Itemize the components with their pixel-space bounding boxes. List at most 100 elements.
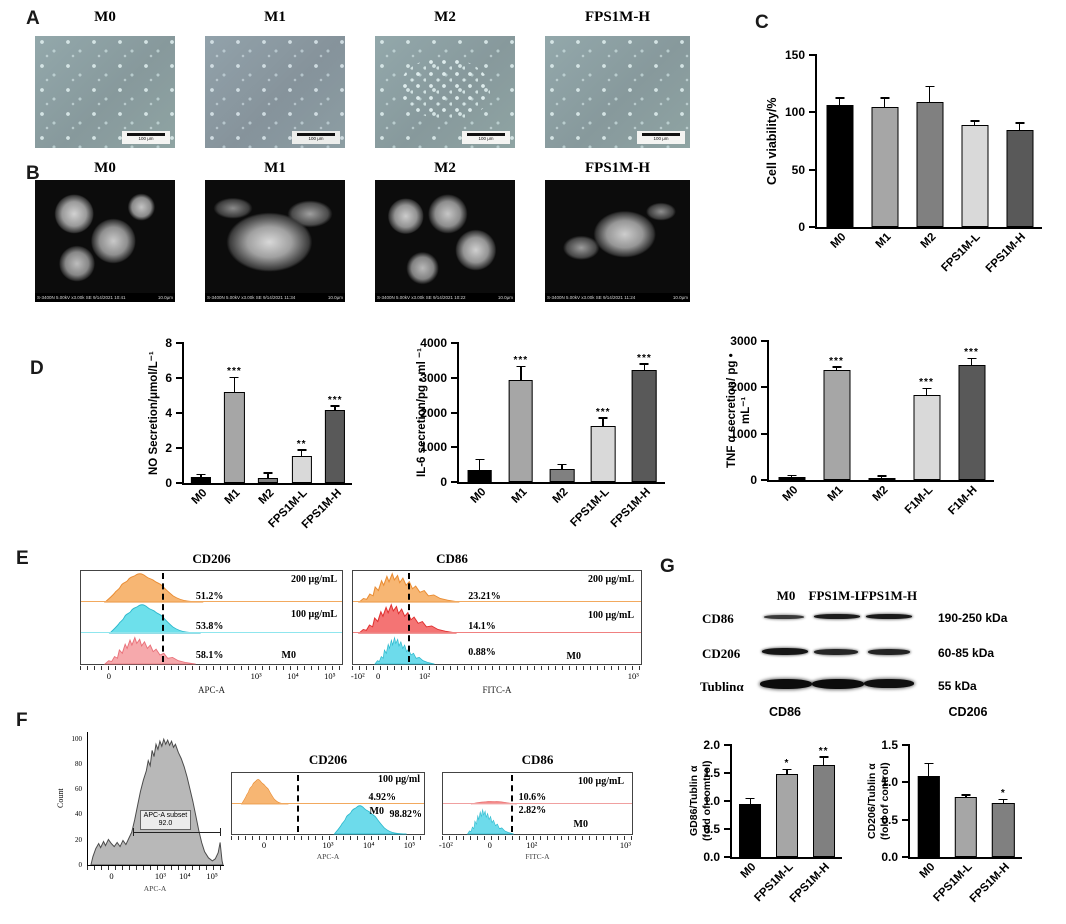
error-bar: [925, 389, 928, 395]
error-bar-cap: [196, 473, 206, 476]
plot-area: 0.0 0.5 1.0 1.5 2.0 M0 * FPS1M-L ** FPS1M-H: [703, 738, 842, 905]
x-tick-label: FPS1M-H: [967, 861, 1012, 906]
error-bar: [822, 757, 825, 765]
bar: [257, 478, 279, 483]
y-tick-label: 0: [440, 475, 447, 489]
error-bar-cap: [967, 357, 976, 360]
x-tick-label: FPS1M-H: [608, 486, 653, 531]
bar-slot: *** M1: [218, 343, 252, 507]
y-tick-label: 1000: [420, 440, 447, 455]
micrograph-fps1m-h: 100 μm: [545, 36, 690, 148]
error-bar-cap: [877, 475, 886, 477]
significance-stars: **: [818, 745, 829, 757]
sem-image-m1: S-3400N 5.00kV x3.00k SE 9/14/2021 11:34…: [205, 180, 345, 302]
x-tick-label: M0: [468, 486, 489, 506]
bar: [632, 369, 657, 482]
y-tick-label: 1.5: [881, 738, 898, 752]
percent-label: 2.82%: [518, 804, 547, 816]
flow-title-cd86: CD86: [436, 551, 468, 566]
y-tick-label: 3000: [420, 370, 447, 385]
significance-stars: ***: [595, 406, 611, 418]
bar-slot: ** FPS1M-H: [788, 745, 842, 905]
axis-tick-label: 10³: [627, 671, 639, 681]
blot-band-row-tublin: [760, 676, 920, 692]
row-baseline: [232, 802, 424, 804]
column-header: M1: [264, 9, 286, 25]
significance-stars: *: [784, 758, 790, 770]
x-tick-label: M1: [873, 231, 893, 251]
axis-tick-label: 10³: [250, 671, 262, 681]
y-tick-label: 4000: [420, 336, 447, 350]
sem-cells: [205, 180, 345, 293]
x-axis-label: APC-A: [316, 852, 340, 861]
error-bar: [970, 359, 973, 366]
error-bar: [478, 460, 481, 470]
error-bar: [835, 367, 838, 370]
error-bar-cap: [475, 458, 485, 461]
panel-label-a: A: [26, 8, 40, 29]
percent-label: 10.6%: [518, 791, 547, 803]
axis-tick-label: 0: [375, 671, 381, 681]
error-bar-cap: [835, 97, 844, 99]
row-baseline: [81, 632, 342, 633]
axis-minor-ticks: [80, 666, 343, 670]
flow-title-f-cd86: CD86: [521, 752, 554, 767]
y-tick-label: 6: [165, 371, 172, 385]
plot-area: 0 1000 2000 3000 M0 *** M1 M2 *** F1M-L *** F1M-H: [730, 334, 994, 517]
error-bar: [790, 476, 793, 478]
y-axis-ticks: 0 20 40 60 80 100: [64, 732, 83, 869]
x-tick-label: M1: [509, 486, 530, 506]
bar-slot: FPS1M-H: [984, 55, 1042, 275]
flow-title-cd206: CD206: [192, 551, 231, 566]
bar-slot: M0: [459, 343, 500, 506]
blot-lane-header: M0: [776, 588, 796, 603]
y-tick-label: 1.5: [703, 766, 720, 780]
error-bar: [233, 378, 236, 392]
error-bar-cap: [297, 449, 307, 451]
error-bar: [880, 476, 883, 478]
condition-label: M0: [369, 805, 384, 817]
y-tick: [809, 54, 817, 56]
bar: [778, 477, 805, 480]
y-tick-label: 0: [165, 476, 172, 490]
bar: [913, 394, 940, 480]
y-tick-label: 0.0: [881, 850, 898, 864]
error-bar-cap: [516, 365, 526, 368]
error-bar-cap: [970, 120, 979, 122]
y-tick: [724, 856, 732, 858]
micrograph-m0: 100 μm: [35, 36, 175, 148]
bar: [958, 365, 985, 480]
row-baseline: [353, 601, 641, 602]
y-tick: [176, 482, 184, 484]
error-bar: [300, 450, 303, 456]
y-tick: [451, 376, 459, 379]
panel-label-g: G: [660, 556, 675, 577]
histogram-row: 200 μg/mL 51.2%: [81, 571, 342, 603]
column-header: FPS1M-H: [585, 9, 650, 25]
sem-image-fps1m-h: S-3400N 5.00kV x3.00k SE 9/14/2021 11:24…: [545, 180, 690, 302]
y-tick-label: 2000: [420, 405, 447, 420]
axis-tick-label: 60: [75, 785, 82, 794]
condition-label: 100 μg/ml: [377, 774, 420, 785]
error-bar-cap: [229, 376, 239, 378]
significance-stars: ***: [964, 347, 979, 359]
column-header: M2: [434, 9, 456, 25]
bar: [739, 803, 762, 857]
bar: [508, 379, 534, 482]
y-tick: [761, 340, 769, 342]
bar: [325, 410, 346, 483]
blot-band-row-cd86: [760, 609, 920, 625]
column-header: M0: [94, 9, 116, 25]
histogram-row: M0 58.1%: [81, 633, 342, 665]
error-bar-cap: [787, 474, 796, 477]
bar: [954, 797, 978, 857]
column-header: FPS1M-H: [585, 160, 650, 176]
condition-label: 100 μg/mL: [578, 776, 624, 787]
bar-slot: M0: [184, 343, 218, 507]
y-tick: [451, 446, 459, 449]
x-axis-ticks: 0 10³ 10⁴ 10⁵: [231, 840, 425, 852]
bar-slot: * FPS1M-H: [968, 745, 1022, 905]
error-bar-cap: [639, 363, 649, 365]
panel-label-d: D: [30, 358, 44, 379]
column-header: M1: [264, 160, 286, 176]
